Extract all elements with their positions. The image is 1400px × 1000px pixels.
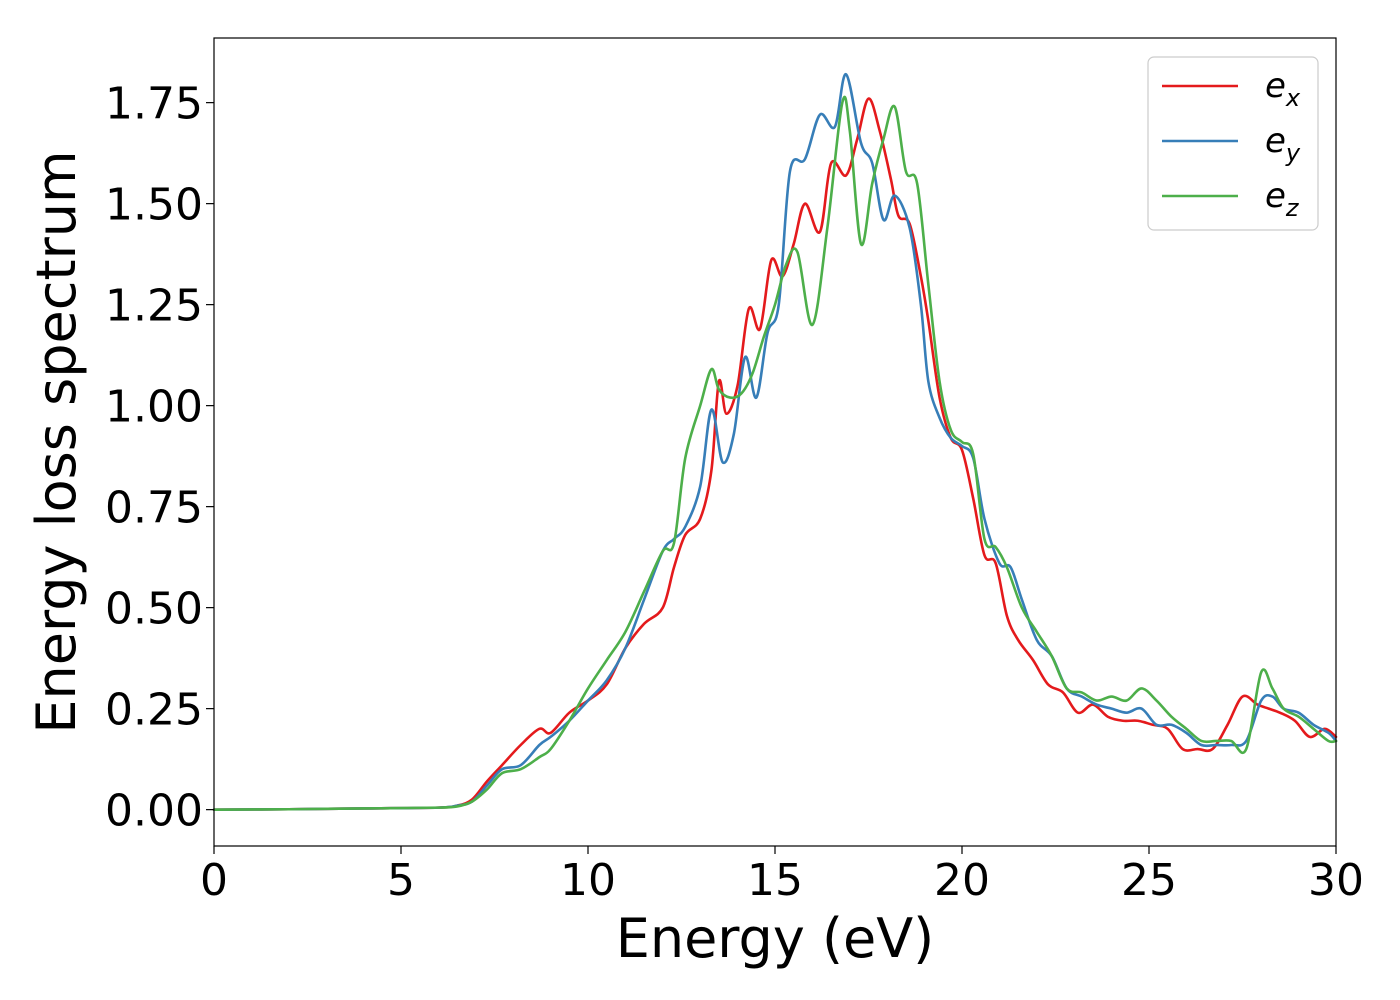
legend-label-y: ey <box>1265 121 1301 167</box>
legend-label-x: ex <box>1265 66 1301 112</box>
y-tick-label: 1.75 <box>105 79 203 130</box>
y-tick-label: 1.25 <box>105 281 203 332</box>
legend-box <box>1147 56 1319 231</box>
y-tick-label: 1.50 <box>105 180 203 231</box>
x-tick-label: 0 <box>200 855 228 906</box>
legend-label-z: ez <box>1265 176 1300 222</box>
y-tick-label: 0.75 <box>105 483 203 534</box>
x-tick-label: 20 <box>934 855 990 906</box>
x-tick-label: 5 <box>387 855 415 906</box>
x-tick-label: 25 <box>1121 855 1177 906</box>
y-tick-label: 1.00 <box>105 382 203 433</box>
legend-label-base: e <box>1265 176 1286 216</box>
legend-label-subscript: x <box>1285 84 1301 112</box>
x-axis-title: Energy (eV) <box>616 907 935 970</box>
legend-label-subscript: z <box>1285 194 1300 222</box>
x-tick-label: 15 <box>747 855 803 906</box>
y-tick-label: 0.00 <box>105 786 203 837</box>
legend-label-subscript: y <box>1285 139 1301 167</box>
x-axis: 0 5 10 15 20 25 30 <box>200 846 1364 906</box>
x-tick-label: 30 <box>1308 855 1364 906</box>
series-line-z <box>212 95 1338 811</box>
y-axis-title: Energy loss spectrum <box>25 150 88 733</box>
y-tick-label: 0.25 <box>105 685 203 736</box>
y-tick-label: 0.50 <box>105 584 203 635</box>
y-axis: 0.00 0.25 0.50 0.75 1.00 1.25 1.50 1.75 <box>105 79 214 837</box>
legend-label-base: e <box>1265 66 1286 106</box>
legend-label-base: e <box>1265 121 1286 161</box>
series-layer <box>212 73 1338 811</box>
x-tick-label: 10 <box>560 855 616 906</box>
